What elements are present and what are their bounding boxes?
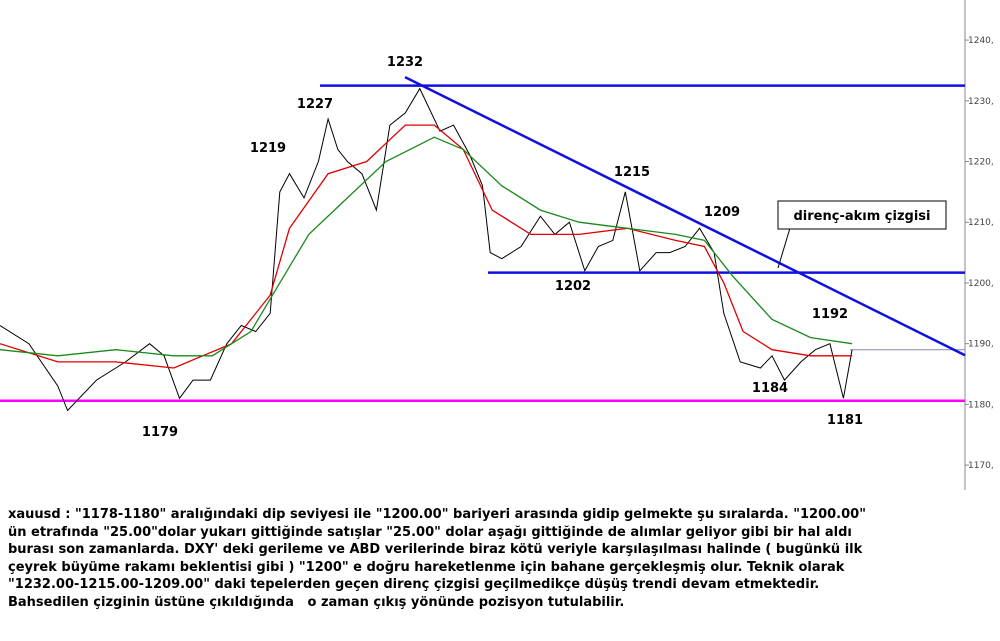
callout-text: direnç-akım çizgisi <box>794 209 931 224</box>
y-tick-label: 1210, <box>968 218 994 228</box>
chart: 1170, 1180, 1190, 1200, 1210, 1220, 1230, 1240,… <box>0 0 994 490</box>
price-annotation: 1192 <box>812 307 848 322</box>
callout-pointer <box>777 227 791 269</box>
trend-line <box>404 75 966 357</box>
price-annotation: 1181 <box>827 413 863 428</box>
price-annotation: 1179 <box>142 425 178 440</box>
y-tick-label: 1180, <box>968 400 994 410</box>
text-line: Bahsedilen çizginin üstüne çıkıldığında … <box>8 594 625 610</box>
text-line: ün etrafında "25.00"dolar yukarı gittiği… <box>8 524 852 540</box>
price-annotation: 1184 <box>752 381 788 396</box>
y-tick-label: 1170, <box>968 461 994 471</box>
price-annotation: 1215 <box>614 165 650 180</box>
text-line: xauusd : "1178-1180" aralığındaki dip se… <box>8 507 866 522</box>
price-annotation: 1227 <box>297 97 333 112</box>
commentary: xauusd : "1178-1180" aralığındaki dip se… <box>8 506 866 611</box>
text-line: "1232.00-1215.00-1209.00" daki tepelerde… <box>8 577 820 592</box>
text-line: burası son zamanlarda. DXY' deki gerilem… <box>8 542 863 557</box>
price-annotation: 1202 <box>555 279 591 294</box>
price-annotation: 1219 <box>250 141 286 156</box>
price-annotation: 1232 <box>387 55 423 70</box>
y-tick-label: 1240, <box>968 36 994 46</box>
price-line <box>0 136 853 357</box>
y-tick-label: 1220, <box>968 158 994 168</box>
y-tick-label: 1230, <box>968 97 994 107</box>
callout-box <box>777 200 947 230</box>
price-annotation: 1209 <box>704 205 740 220</box>
y-tick-label: 1190, <box>968 340 994 350</box>
y-tick-label: 1200, <box>968 279 994 289</box>
price-line <box>0 124 853 369</box>
price-line <box>0 87 853 412</box>
text-line: çeyrek büyüme rakamı beklentisi gibi ) "… <box>8 559 845 575</box>
